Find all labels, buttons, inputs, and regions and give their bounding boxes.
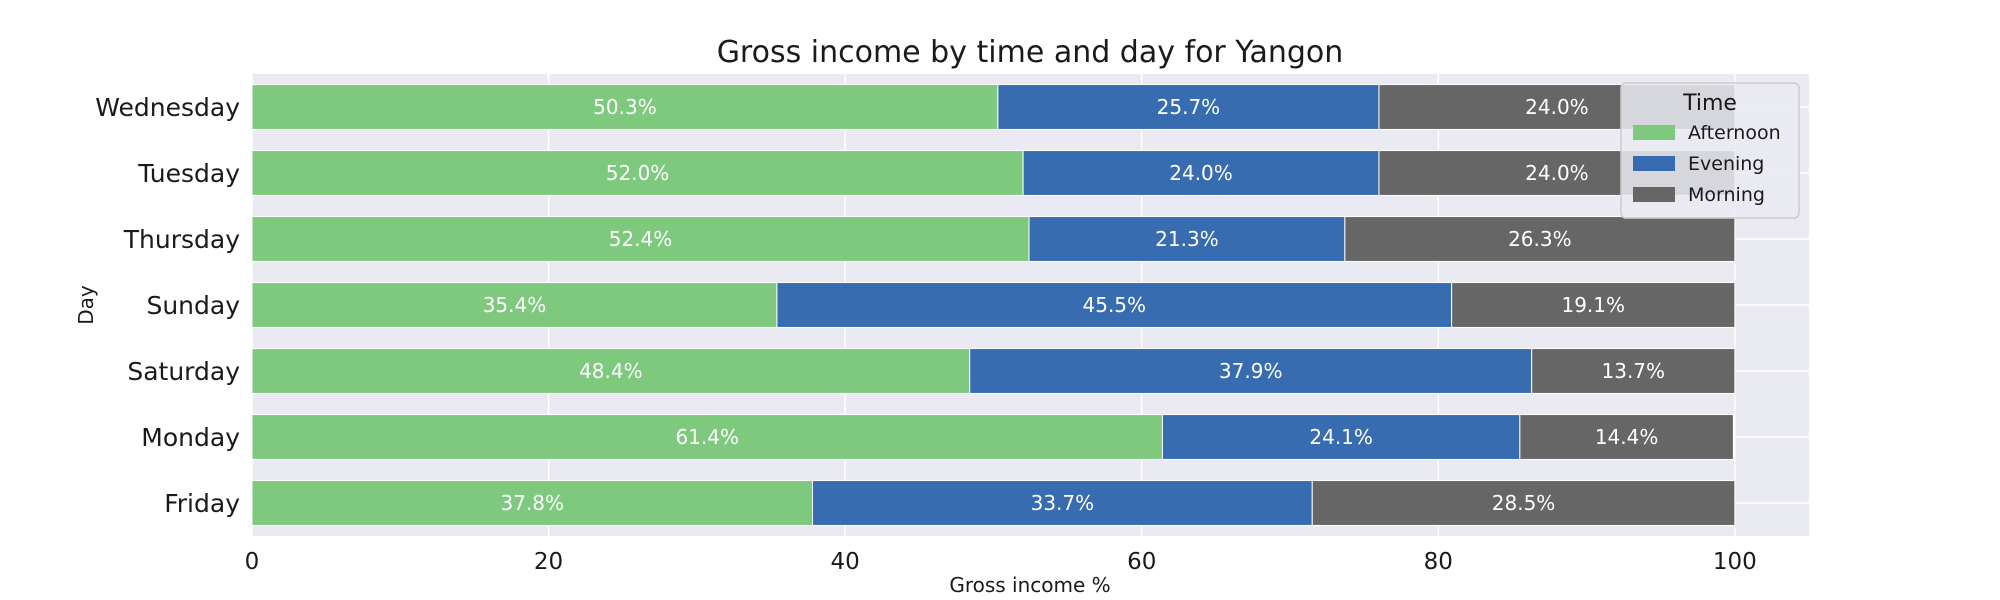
bar-afternoon-friday	[251, 480, 814, 526]
bar-evening-thursday	[1028, 216, 1346, 262]
bar-value-label: 61.4%	[675, 425, 739, 449]
y-tick-label: Thursday	[123, 225, 240, 254]
y-tick-label: Monday	[141, 423, 240, 452]
bar-value-label: 26.3%	[1508, 227, 1572, 251]
bar-value-label: 35.4%	[483, 293, 547, 317]
legend-label-morning: Morning	[1688, 184, 1765, 206]
legend-swatch-afternoon	[1633, 125, 1675, 140]
bar-value-label: 50.3%	[593, 95, 657, 119]
x-tick-label: 20	[534, 549, 563, 575]
bar-morning-sunday	[1451, 282, 1736, 328]
bar-value-label: 14.4%	[1595, 425, 1659, 449]
x-axis-label: Gross income %	[949, 573, 1110, 597]
bar-afternoon-wednesday	[251, 84, 999, 130]
bar-value-label: 24.0%	[1169, 161, 1233, 185]
bar-evening-monday	[1161, 414, 1521, 460]
bar-value-label: 28.5%	[1492, 491, 1556, 515]
bar-morning-monday	[1519, 414, 1734, 460]
bar-morning-thursday	[1344, 216, 1736, 262]
y-tick-label: Saturday	[127, 357, 240, 386]
bar-value-label: 24.0%	[1525, 161, 1589, 185]
legend-label-evening: Evening	[1688, 153, 1764, 175]
bar-value-label: 19.1%	[1561, 293, 1625, 317]
bar-value-label: 37.9%	[1219, 359, 1283, 383]
x-tick-label: 60	[1127, 549, 1156, 575]
bar-evening-tuesday	[1022, 150, 1380, 196]
bar-value-label: 52.4%	[609, 227, 673, 251]
bar-value-label: 48.4%	[579, 359, 643, 383]
x-tick-label: 0	[245, 549, 260, 575]
bar-afternoon-sunday	[251, 282, 778, 328]
legend-box	[1620, 82, 1800, 219]
bar-afternoon-monday	[251, 414, 1163, 460]
legend-items: Afternoon Evening Morning	[1633, 122, 1781, 206]
bar-labels: 50.3% 25.7% 24.0% 52.0% 24.0% 24.0% 52.4% 21.3%…	[483, 95, 1665, 515]
y-axis-label: Day	[74, 285, 98, 325]
bar-afternoon-tuesday	[251, 150, 1024, 196]
bar-evening-wednesday	[997, 84, 1380, 130]
y-tick-label: Wednesday	[95, 93, 240, 122]
bar-value-label: 21.3%	[1155, 227, 1219, 251]
bar-value-label: 25.7%	[1157, 95, 1221, 119]
bar-value-label: 37.8%	[500, 491, 564, 515]
legend: Time Afternoon Evening Morning	[1620, 82, 1800, 219]
bar-afternoon-saturday	[251, 348, 971, 394]
bar-morning-friday	[1311, 480, 1736, 526]
x-tick-labels: 0 20 40 60 80 100	[245, 549, 1757, 575]
x-tick-label: 40	[831, 549, 860, 575]
y-tick-label: Friday	[164, 489, 240, 518]
chart-title: Gross income by time and day for Yangon	[717, 35, 1344, 70]
bar-evening-saturday	[969, 348, 1533, 394]
x-tick-label: 80	[1424, 549, 1453, 575]
legend-swatch-morning	[1633, 187, 1675, 202]
legend-label-afternoon: Afternoon	[1688, 122, 1781, 144]
bar-morning-saturday	[1531, 348, 1736, 394]
bar-value-label: 52.0%	[606, 161, 670, 185]
bar-value-label: 24.1%	[1309, 425, 1373, 449]
bar-evening-sunday	[776, 282, 1453, 328]
y-tick-label: Tuesday	[137, 159, 240, 188]
y-tick-label: Sunday	[146, 291, 240, 320]
bars	[251, 84, 1736, 526]
bar-value-label: 45.5%	[1083, 293, 1147, 317]
bar-evening-friday	[812, 480, 1313, 526]
legend-swatch-evening	[1633, 156, 1675, 171]
x-tick-label: 100	[1713, 549, 1757, 575]
bar-value-label: 13.7%	[1602, 359, 1666, 383]
y-tick-labels: Wednesday Tuesday Thursday Sunday Saturday Mo…	[95, 93, 240, 518]
legend-title: Time	[1682, 91, 1737, 116]
bar-afternoon-thursday	[251, 216, 1030, 262]
bar-value-label: 24.0%	[1525, 95, 1589, 119]
bar-value-label: 33.7%	[1031, 491, 1095, 515]
